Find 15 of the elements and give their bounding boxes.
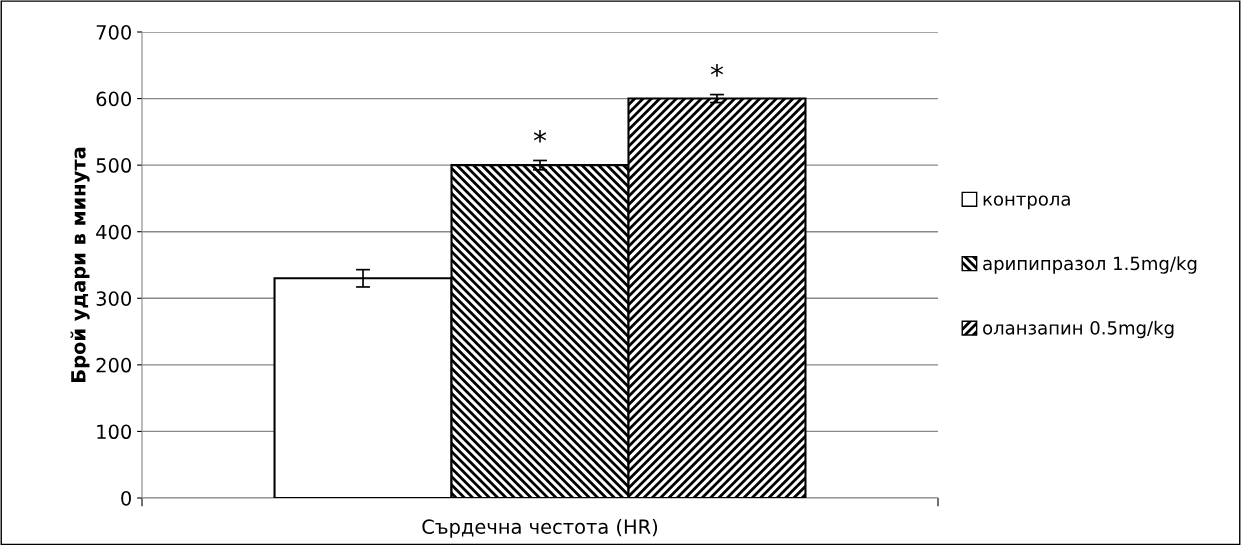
annotation: * [533, 129, 547, 143]
y-tick-label: 600 [96, 91, 131, 107]
annotation: * [710, 64, 724, 77]
y-tick-label: 500 [96, 158, 131, 173]
legend-label: арипипразол 1.5mg/kg [983, 256, 1197, 274]
y-tick-label: 300 [96, 291, 131, 306]
y-axis-title: Брой удари в минута [70, 147, 90, 382]
y-tick-label: 100 [97, 424, 131, 440]
y-tick-label: 200 [96, 357, 131, 373]
y-tick-label: 700 [96, 24, 131, 40]
legend-label: контрола [983, 195, 1070, 210]
y-tick-label: 400 [96, 224, 131, 240]
legend-label: оланзапин 0.5mg/kg [983, 320, 1174, 339]
y-tick-label: 0 [121, 490, 131, 506]
x-tick-label: Сърдечна честота (HR) [422, 518, 658, 538]
